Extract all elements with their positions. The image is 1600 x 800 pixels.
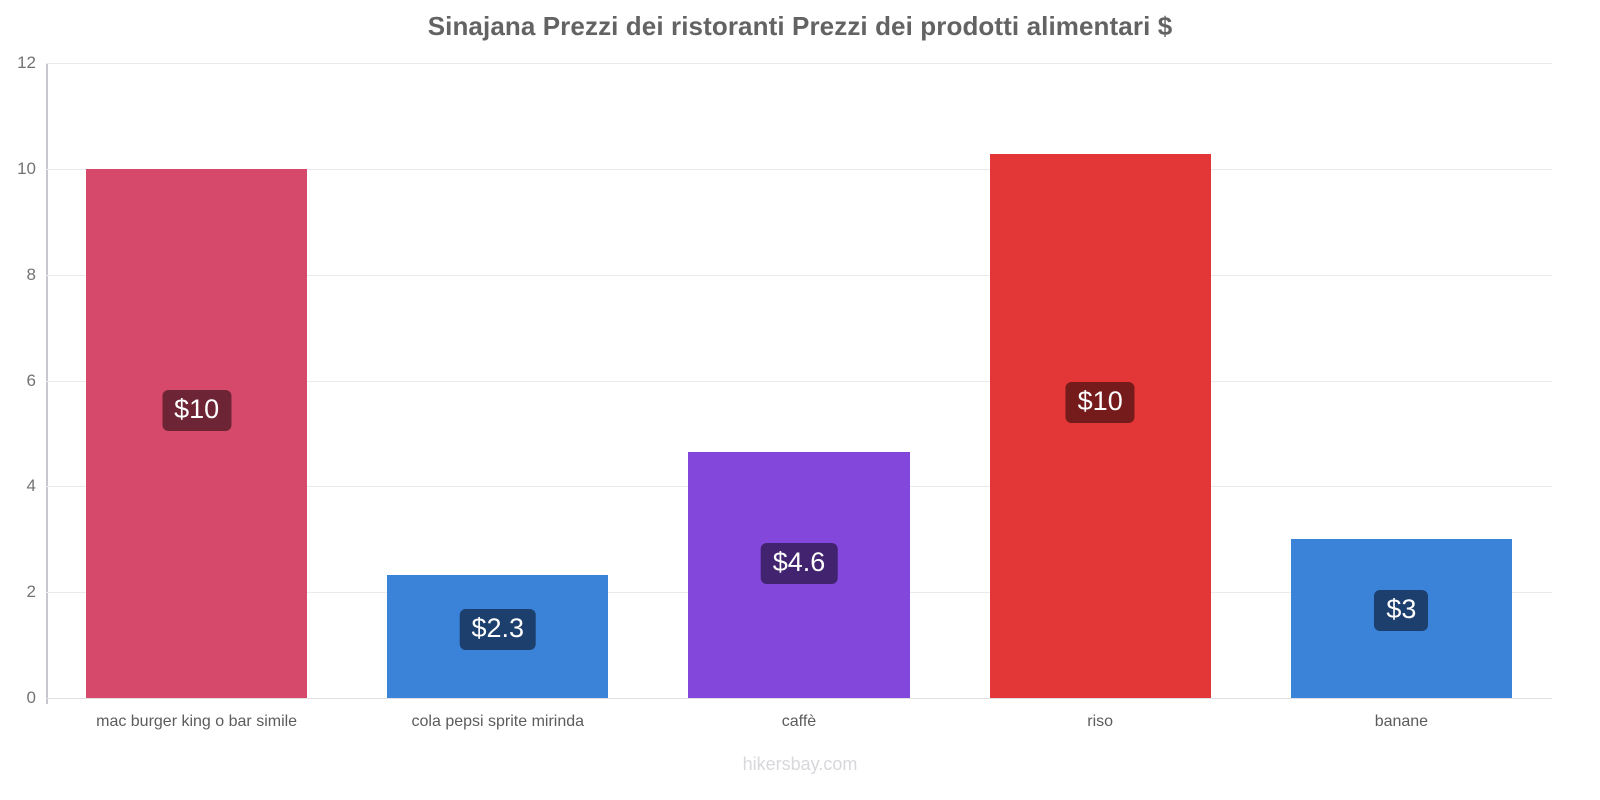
- x-axis-label-3: caffè: [781, 713, 817, 730]
- bar-value-label: $3: [1374, 590, 1429, 632]
- y-axis-tick-label: 10: [17, 158, 36, 178]
- plot-area: $10 $2.3 $4.6 $10 $3: [46, 63, 1552, 699]
- y-axis-tick-label: 4: [26, 476, 36, 496]
- y-axis-tick-label: 6: [26, 370, 36, 390]
- gridline: [46, 63, 1552, 64]
- bar-value-label: $4.6: [760, 543, 838, 585]
- x-axis-label-5: banane: [1374, 713, 1429, 730]
- bar-2[interactable]: $2.3: [387, 574, 609, 698]
- bar-value-label: $2.3: [459, 609, 537, 651]
- y-axis-line: [46, 63, 48, 704]
- y-axis-tick-label: 0: [26, 688, 36, 707]
- y-axis-tick-label: 2: [26, 582, 36, 602]
- gridline: [46, 274, 1552, 276]
- bar-value-label: $10: [162, 390, 232, 432]
- gridline: [46, 380, 1552, 382]
- bar-value-label: $10: [1065, 382, 1135, 424]
- gridline: [46, 698, 1552, 699]
- bar-5[interactable]: $3: [1290, 539, 1513, 698]
- bar-3[interactable]: $4.6: [688, 451, 910, 698]
- x-axis-label-1: mac burger king o bar simile: [96, 713, 298, 730]
- y-axis-tick-label: 8: [26, 264, 36, 284]
- bar-1[interactable]: $10: [85, 168, 308, 698]
- chart-title: Sinajana Prezzi dei ristoranti Prezzi de…: [427, 11, 1173, 41]
- x-axis-label-2: cola pepsi sprite mirinda: [411, 713, 585, 730]
- x-axis-label-4: riso: [1087, 713, 1114, 730]
- bar-4[interactable]: $10: [989, 154, 1211, 698]
- y-axis-tick-label: 12: [17, 53, 36, 72]
- gridline: [46, 168, 1552, 170]
- footer-credit: hikersbay.com: [742, 754, 858, 774]
